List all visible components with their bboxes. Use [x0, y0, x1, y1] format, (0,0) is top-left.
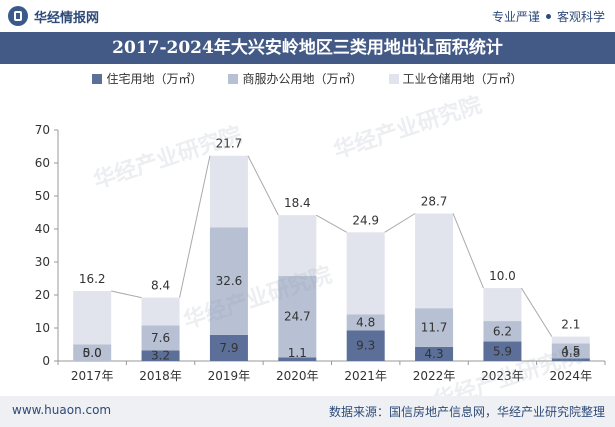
data-label: 4.5: [561, 344, 580, 358]
data-label: 8.4: [151, 279, 170, 293]
brand: 华经情报网: [8, 6, 99, 26]
data-label: 21.7: [216, 137, 243, 151]
bar-segment: [278, 215, 317, 276]
data-label: 18.4: [284, 196, 311, 210]
x-tick-label: 2021年: [344, 369, 387, 383]
x-tick-label: 2018年: [139, 369, 182, 383]
legend-item-residential: 住宅用地（万㎡）: [92, 70, 202, 87]
bar-segment: [551, 343, 590, 359]
connector-line: [384, 213, 416, 233]
brand-name: 华经情报网: [34, 10, 100, 26]
tagline: 专业严谨 客观科学: [492, 8, 605, 25]
legend-swatch-industrial: [388, 73, 399, 84]
data-label: 9.3: [356, 339, 375, 353]
bar-segment: [209, 227, 248, 335]
top-bar: 华经情报网 专业严谨 客观科学: [0, 0, 615, 32]
data-label: 24.7: [284, 310, 311, 324]
data-label: 4.3: [425, 347, 444, 361]
footer-website: www.huaon.com: [12, 403, 112, 417]
bar-segment: [346, 314, 385, 331]
footer: www.huaon.com 数据来源：国信房地产信息网，华经产业研究院整理: [0, 396, 615, 427]
chart-legend: 住宅用地（万㎡） 商服办公用地（万㎡） 工业仓储用地（万㎡）: [0, 70, 615, 87]
y-tick-label: 60: [35, 156, 50, 170]
chart-title: 2017-2024年大兴安岭地区三类用地出让面积统计: [0, 32, 615, 64]
legend-item-commercial: 商服办公用地（万㎡）: [228, 70, 363, 87]
data-label: 5.9: [493, 344, 512, 358]
x-tick-label: 2022年: [413, 369, 456, 383]
bar-segment: [141, 297, 180, 326]
data-label: 0.0: [83, 346, 102, 360]
bar-segment: [141, 350, 180, 361]
bar-segment: [73, 291, 112, 345]
y-tick-label: 50: [35, 189, 50, 203]
x-tick-label: 2017年: [71, 369, 114, 383]
bar-segment: [346, 330, 385, 361]
x-tick-label: 2020年: [276, 369, 319, 383]
connector-line: [521, 287, 553, 337]
data-label: 24.9: [352, 213, 379, 227]
bar-segment: [346, 232, 385, 315]
x-tick-label: 2024年: [550, 369, 593, 383]
bar-segment: [415, 346, 454, 361]
bar-segment: [483, 321, 522, 342]
x-tick-label: 2023年: [481, 369, 524, 383]
bar-segment: [73, 344, 112, 361]
data-label: 1.1: [288, 346, 307, 360]
data-label: 3.2: [151, 349, 170, 363]
bar-segment: [483, 288, 522, 322]
y-tick-label: 10: [35, 321, 50, 335]
dot-separator-icon: [545, 14, 551, 19]
bar-segment: [551, 336, 590, 344]
logo-icon: [8, 6, 28, 26]
data-label: 4.8: [356, 315, 375, 329]
bar-segment: [551, 358, 590, 361]
data-label: 7.9: [219, 341, 238, 355]
bar-segment: [141, 325, 180, 351]
data-label: 6.2: [493, 324, 512, 338]
data-label: 16.2: [79, 272, 106, 286]
connector-line: [316, 214, 347, 233]
data-label: 11.7: [421, 321, 448, 335]
x-tick-label: 2019年: [208, 369, 251, 383]
data-label: 28.7: [421, 194, 448, 208]
data-label: 10.0: [489, 269, 516, 283]
connector-line: [247, 155, 279, 216]
tagline-left: 专业严谨: [491, 10, 540, 24]
bar-segment: [483, 341, 522, 361]
legend-item-industrial: 工业仓储用地（万㎡）: [388, 70, 523, 87]
legend-label-industrial: 工业仓储用地（万㎡）: [402, 72, 523, 86]
bar-segment: [415, 308, 454, 347]
bar-segment: [278, 275, 317, 358]
bar-segment: [278, 357, 317, 361]
y-tick-label: 30: [35, 255, 50, 269]
y-tick-label: 40: [35, 222, 50, 236]
data-label: 32.6: [216, 274, 243, 288]
legend-label-residential: 住宅用地（万㎡）: [106, 72, 203, 86]
tagline-right: 客观科学: [556, 10, 605, 24]
legend-label-commercial: 商服办公用地（万㎡）: [242, 72, 363, 86]
connector-line: [179, 155, 211, 298]
data-label: 0.8: [561, 346, 580, 360]
legend-swatch-residential: [92, 73, 103, 84]
footer-source: 数据来源：国信房地产信息网，华经产业研究院整理: [328, 405, 605, 419]
data-label: 7.6: [151, 331, 170, 345]
y-tick-label: 70: [35, 123, 50, 137]
data-label: 2.1: [561, 318, 580, 332]
bar-segment: [415, 213, 454, 309]
connector-line: [452, 213, 484, 289]
bar-segment: [209, 155, 248, 228]
bar-segment: [209, 334, 248, 361]
connector-line: [111, 290, 142, 299]
legend-swatch-commercial: [228, 73, 239, 84]
data-label: 5.0: [83, 346, 102, 360]
y-tick-label: 0: [42, 354, 50, 368]
y-tick-label: 20: [35, 288, 50, 302]
